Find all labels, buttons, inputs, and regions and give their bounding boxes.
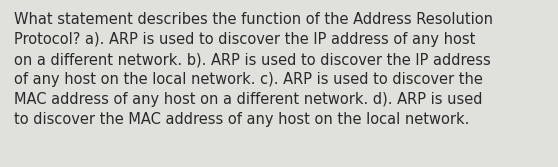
Text: What statement describes the function of the Address Resolution
Protocol? a). AR: What statement describes the function of… bbox=[14, 12, 493, 127]
